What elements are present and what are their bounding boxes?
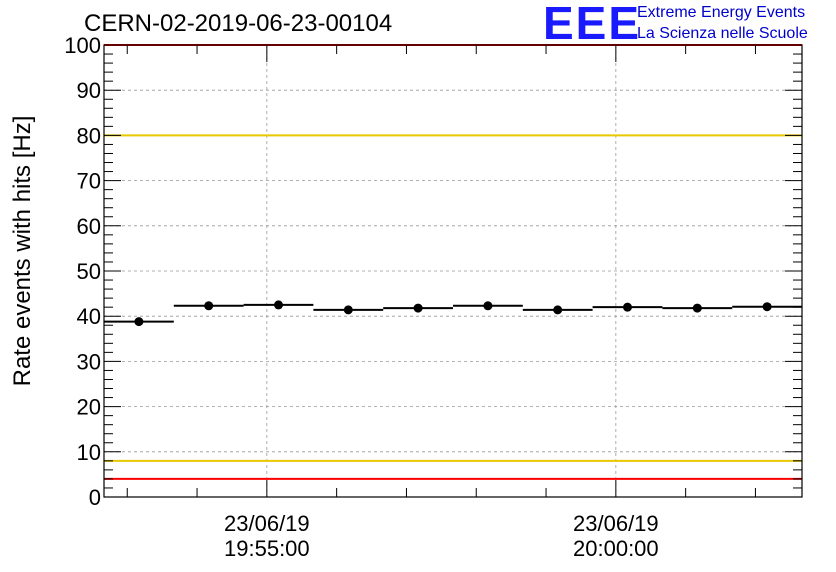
- data-point: [343, 305, 353, 315]
- data-point: [762, 302, 772, 312]
- y-tick-label: 60: [77, 214, 101, 239]
- data-layer: [104, 300, 802, 327]
- run-title: CERN-02-2019-06-23-00104: [84, 10, 393, 37]
- y-tick-label: 70: [77, 169, 101, 194]
- eee-logo: EEE: [543, 0, 642, 49]
- label-layer: 010203040506070809010023/06/1919:55:0023…: [64, 33, 658, 561]
- x-tick-label-time: 19:55:00: [224, 536, 310, 561]
- logo-subtitle-line2: La Scienza nelle Scuole: [637, 25, 808, 42]
- data-point: [692, 303, 702, 313]
- grid-layer: [104, 45, 802, 497]
- data-point: [553, 305, 563, 315]
- y-tick-label: 0: [89, 485, 101, 510]
- y-tick-label: 30: [77, 349, 101, 374]
- tick-layer: [104, 44, 802, 498]
- y-tick-label: 90: [77, 78, 101, 103]
- data-point: [623, 302, 632, 312]
- data-point: [134, 317, 144, 327]
- data-point: [483, 301, 493, 311]
- x-tick-label-time: 20:00:00: [573, 536, 659, 561]
- y-tick-label: 10: [77, 440, 101, 465]
- x-tick-label-date: 23/06/19: [224, 511, 310, 536]
- y-tick-label: 100: [64, 33, 101, 58]
- data-point: [274, 300, 283, 310]
- data-point: [204, 301, 214, 311]
- logo-subtitle-line1: Extreme Energy Events: [637, 4, 806, 21]
- y-tick-label: 80: [77, 123, 101, 148]
- y-tick-label: 40: [77, 304, 101, 329]
- data-point: [413, 303, 423, 313]
- y-axis-label: Rate events with hits [Hz]: [9, 116, 36, 387]
- y-tick-label: 20: [77, 395, 101, 420]
- y-tick-label: 50: [77, 259, 101, 284]
- x-tick-label-date: 23/06/19: [573, 511, 659, 536]
- reference-lines-layer: [104, 44, 802, 480]
